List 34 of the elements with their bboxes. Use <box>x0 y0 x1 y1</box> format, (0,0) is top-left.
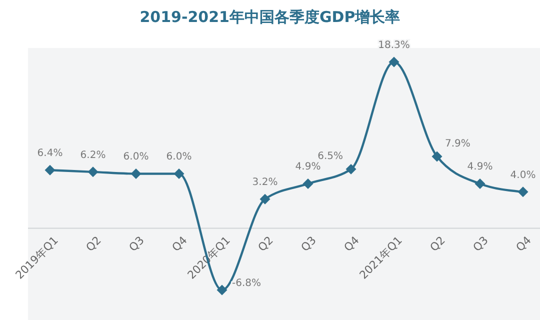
point <box>260 194 270 204</box>
point <box>174 168 184 179</box>
x-tick-label: Q2 <box>428 234 448 254</box>
point <box>130 168 142 179</box>
data-label: 3.2% <box>252 177 278 188</box>
data-label: 18.3% <box>378 40 410 51</box>
point <box>518 186 528 198</box>
point <box>388 56 400 68</box>
point <box>474 178 486 189</box>
data-label: 4.0% <box>510 170 536 181</box>
data-label: 6.4% <box>37 148 63 160</box>
data-label: 4.9% <box>295 162 321 173</box>
data-label: -6.8% <box>232 278 262 289</box>
point <box>44 164 56 176</box>
x-tick-label: Q3 <box>126 234 147 254</box>
x-tick-label: Q4 <box>514 234 534 254</box>
chart-title: 2019-2021年中国各季度GDP增长率 <box>140 8 400 26</box>
x-tick-label: Q2 <box>84 234 104 254</box>
x-tick-label: Q3 <box>298 234 319 254</box>
x-tick-label: Q3 <box>470 234 491 254</box>
point <box>216 284 228 296</box>
data-label: 6.2% <box>80 150 106 161</box>
x-tick-label: Q4 <box>170 234 190 254</box>
x-tick-label: Q4 <box>342 234 362 254</box>
point <box>88 166 98 178</box>
data-label: 6.0% <box>123 152 149 163</box>
point <box>302 178 314 189</box>
data-label: 6.5% <box>318 151 343 162</box>
point <box>432 151 442 162</box>
data-label: 6.0% <box>166 152 192 163</box>
data-label: 4.9% <box>467 162 493 173</box>
x-tick-label: Q2 <box>256 234 276 254</box>
data-label: 7.9% <box>445 138 470 150</box>
point <box>346 164 356 174</box>
